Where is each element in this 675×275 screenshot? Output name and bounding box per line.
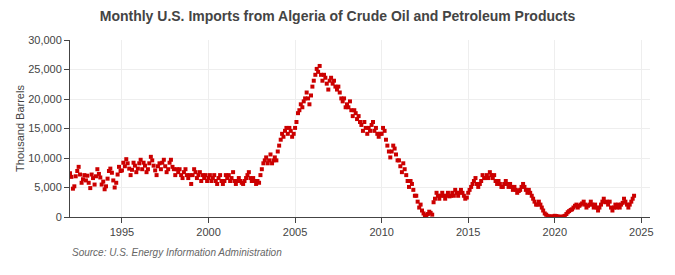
svg-text:1995: 1995 xyxy=(110,226,134,238)
svg-text:Monthly U.S. Imports from Alge: Monthly U.S. Imports from Algeria of Cru… xyxy=(100,8,576,24)
svg-text:10,000: 10,000 xyxy=(28,152,62,164)
svg-text:30,000: 30,000 xyxy=(28,34,62,46)
svg-text:0: 0 xyxy=(56,211,62,223)
svg-text:2000: 2000 xyxy=(196,226,220,238)
svg-text:2005: 2005 xyxy=(283,226,307,238)
svg-text:5,000: 5,000 xyxy=(34,181,62,193)
svg-text:2015: 2015 xyxy=(456,226,480,238)
svg-text:Thousand Barrels: Thousand Barrels xyxy=(14,85,26,172)
svg-text:2020: 2020 xyxy=(543,226,567,238)
svg-text:2010: 2010 xyxy=(369,226,393,238)
svg-text:25,000: 25,000 xyxy=(28,63,62,75)
svg-text:Source: U.S. Energy Informatio: Source: U.S. Energy Information Administ… xyxy=(72,247,282,258)
svg-text:2025: 2025 xyxy=(629,226,653,238)
svg-text:20,000: 20,000 xyxy=(28,93,62,105)
svg-text:15,000: 15,000 xyxy=(28,122,62,134)
